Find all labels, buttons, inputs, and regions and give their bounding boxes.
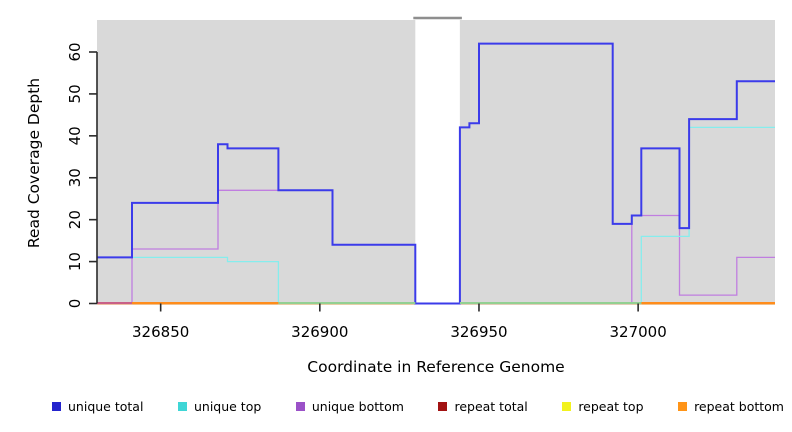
y-tick-label: 50 [66,84,84,103]
legend-swatch-unique-bottom [295,402,305,411]
legend-item-repeat-bottom: repeat bottom [678,399,784,414]
x-tick-label: 326950 [450,323,507,341]
plot-background-right [459,20,775,304]
plot-background-left [97,20,416,304]
legend-item-repeat-top: repeat top [562,399,644,414]
y-tick-label: 30 [66,168,84,187]
legend-item-repeat-total: repeat total [438,399,528,414]
x-tick-label: 326850 [132,323,189,341]
y-tick-label: 20 [66,210,84,229]
y-tick-label: 0 [66,299,84,309]
x-tick-label: 326900 [291,323,348,341]
legend-swatch-unique-top [177,402,187,411]
x-axis-title: Coordinate in Reference Genome [307,358,565,376]
legend-label: unique top [193,399,262,414]
y-tick-label: 10 [66,252,84,271]
legend-label: unique total [68,399,144,414]
legend-label: repeat bottom [694,399,784,414]
legend-swatch-unique-total [52,402,61,411]
y-axis-title: Read Coverage Depth [25,77,43,249]
legend-label: repeat total [454,399,528,414]
legend-label: repeat top [578,399,644,414]
legend-label: unique bottom [311,399,404,414]
legend-swatch-repeat-bottom [678,402,688,411]
y-tick-label: 60 [66,42,84,61]
legend-item-unique-total: unique total [52,399,143,414]
series-unique-total [97,42,775,305]
legend-item-unique-bottom: unique bottom [295,399,404,414]
legend-swatch-repeat-top [562,402,572,411]
legend: unique total unique top unique bottom repea… [52,399,784,414]
legend-swatch-repeat-total [438,402,448,411]
y-tick-label: 40 [66,126,84,145]
legend-item-unique-top: unique top [177,399,262,414]
x-tick-label: 327000 [609,323,666,341]
